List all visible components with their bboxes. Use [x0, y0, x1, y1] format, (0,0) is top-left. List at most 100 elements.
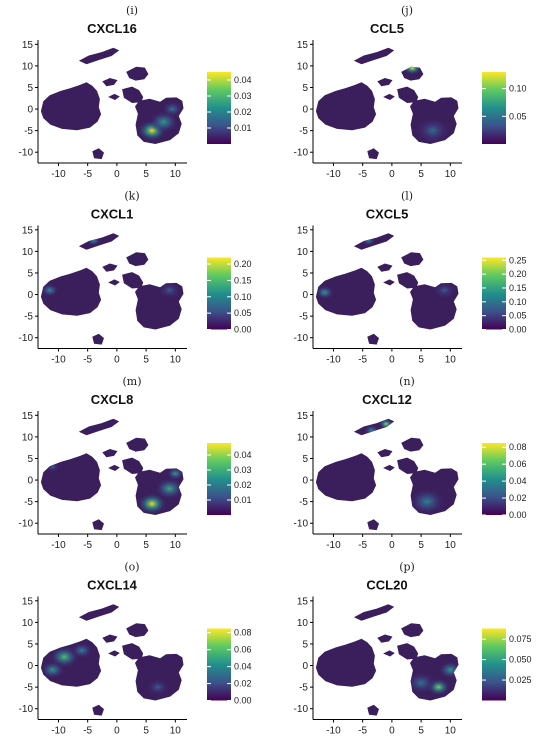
panel-title: CXCL16: [87, 21, 137, 36]
umap-cluster: [122, 272, 144, 289]
colorbar-tick-label: 0.00: [234, 696, 252, 706]
panel-letter: (n): [399, 375, 415, 388]
panel-title: CXCL5: [366, 207, 409, 222]
expression-hotspot: [161, 101, 183, 117]
x-tick-label: 5: [143, 726, 149, 737]
x-tick-label: -10: [51, 726, 66, 737]
y-tick-label: 0: [302, 476, 308, 487]
umap-cluster: [377, 449, 393, 458]
colorbar: [207, 443, 231, 515]
x-tick-label: 5: [418, 726, 424, 737]
colorbar: [482, 72, 506, 144]
y-tick-label: -5: [299, 497, 308, 508]
y-tick-label: -5: [24, 126, 33, 137]
colorbar-tick-label: 0.15: [509, 283, 527, 293]
umap-cluster: [401, 252, 424, 267]
x-tick-label: 5: [143, 540, 149, 551]
panel-letter: (m): [122, 375, 141, 388]
colorbar-tick-label: 0.10: [234, 292, 252, 302]
y-tick-label: 15: [22, 225, 34, 236]
y-tick-label: -10: [19, 148, 34, 159]
y-tick-label: 10: [22, 618, 34, 629]
expression-hotspot: [157, 281, 182, 299]
x-tick-label: 10: [170, 726, 182, 737]
y-tick-label: 5: [27, 268, 33, 279]
umap-cluster: [122, 86, 144, 103]
colorbar-tick-label: 0.03: [234, 465, 252, 475]
umap-cluster: [108, 464, 120, 471]
y-tick-label: -5: [299, 126, 308, 137]
panel-cxcl16: (i) CXCL16 -10 -5 0 5 10 15 10 5 0 -5 -10 0.04 0.03 0.0…: [19, 4, 252, 180]
x-tick-label: 0: [389, 169, 395, 180]
panel-cxcl1: (k) CXCL1 -10 -5 0 5 10 15 10 5 0 -5 -10 0.20 0.15 0.10…: [19, 190, 252, 366]
colorbar-tick-label: 0.06: [234, 645, 252, 655]
x-tick-label: -10: [326, 540, 341, 551]
umap-cluster: [40, 267, 102, 316]
y-tick-label: 10: [22, 61, 34, 72]
umap-cluster: [383, 279, 395, 286]
colorbar: [207, 72, 231, 144]
colorbar: [207, 628, 231, 701]
umap-cluster: [92, 333, 104, 345]
x-tick-label: 5: [143, 355, 149, 366]
colorbar-tick-label: 0.02: [509, 493, 527, 503]
y-tick-label: 5: [27, 83, 33, 94]
x-tick-label: 10: [170, 540, 182, 551]
expression-hotspot: [402, 61, 422, 75]
x-tick-label: -5: [358, 169, 367, 180]
y-tick-label: -10: [19, 704, 34, 715]
expression-hotspot: [378, 418, 394, 430]
colorbar-tick-label: 0.050: [509, 655, 532, 665]
umap-cluster: [108, 279, 120, 286]
panel-cxcl14: (o) CXCL14 -10 -5 0 5 10 15 10 5 0 -5 -10 0.08 0.06 0.0…: [19, 561, 252, 737]
x-tick-label: 5: [418, 355, 424, 366]
y-tick-label: 5: [302, 639, 308, 650]
y-tick-label: 0: [27, 105, 33, 116]
colorbar-tick-label: 0.05: [509, 311, 527, 321]
x-tick-label: -10: [51, 540, 66, 551]
panel-title: CCL5: [370, 21, 404, 36]
y-tick-label: -5: [299, 312, 308, 323]
y-tick-label: 15: [297, 225, 309, 236]
umap-cluster: [401, 623, 424, 638]
x-tick-label: 5: [143, 169, 149, 180]
panel-title: CXCL14: [87, 578, 138, 593]
colorbar-tick-label: 0.01: [234, 123, 252, 133]
x-tick-label: 10: [445, 355, 457, 366]
panel-title: CXCL1: [91, 207, 134, 222]
y-tick-label: 0: [27, 661, 33, 672]
x-tick-label: -10: [51, 169, 66, 180]
umap-cluster: [78, 418, 120, 436]
expression-hotspot: [409, 488, 445, 515]
panel-cxcl8: (m) CXCL8 -10 -5 0 5 10 15 10 5 0 -5 -10 0.04 0.03 0.02…: [19, 375, 252, 551]
y-tick-label: -10: [294, 704, 309, 715]
umap-cluster: [92, 704, 104, 716]
y-tick-label: -10: [294, 148, 309, 159]
colorbar-tick-label: 0.025: [509, 675, 532, 685]
umap-cluster: [78, 604, 120, 621]
expression-hotspot: [86, 235, 101, 246]
umap-cluster: [92, 148, 104, 160]
y-tick-label: 15: [297, 40, 309, 51]
colorbar-tick-label: 0.06: [509, 459, 527, 469]
umap-cluster: [367, 704, 379, 716]
y-tick-label: 10: [297, 432, 309, 443]
x-tick-label: -5: [83, 169, 92, 180]
panel-title: CXCL12: [362, 392, 412, 407]
panel-letter: (o): [124, 561, 139, 574]
expression-hotspot: [166, 467, 184, 481]
x-tick-label: 10: [445, 540, 457, 551]
expression-hotspot: [45, 461, 60, 473]
panel-letter: (k): [124, 190, 139, 203]
x-tick-label: 5: [418, 169, 424, 180]
umap-cluster: [383, 464, 395, 471]
expression-hotspot: [315, 285, 335, 300]
umap-cluster: [315, 267, 377, 316]
y-tick-label: 10: [297, 61, 309, 72]
colorbar-tick-label: 0.03: [234, 91, 252, 101]
umap-cluster: [353, 47, 395, 65]
umap-cluster: [122, 457, 144, 474]
umap-cluster: [353, 604, 395, 621]
expression-hotspot: [432, 281, 457, 299]
x-tick-label: 10: [445, 726, 457, 737]
